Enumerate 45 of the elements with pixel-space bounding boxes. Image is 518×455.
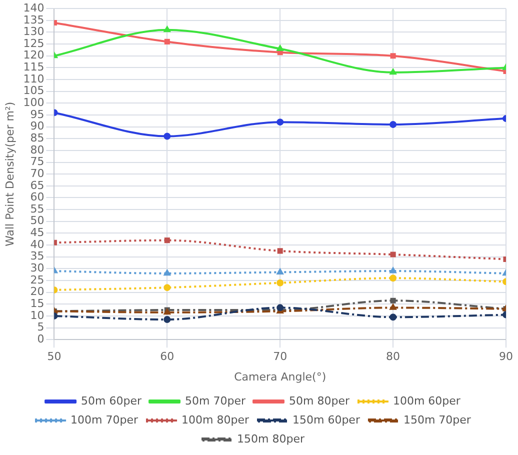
y-tick-label: 10 xyxy=(30,308,44,322)
x-tick-label: 50 xyxy=(47,350,62,364)
y-tick-label: 15 xyxy=(30,296,44,310)
y-tick-label: 85 xyxy=(30,131,44,144)
y-tick-label: 5 xyxy=(37,320,44,334)
legend-label: 100m 80per xyxy=(182,413,250,426)
y-tick-label: 55 xyxy=(30,202,44,216)
y-tick-label: 80 xyxy=(30,143,44,156)
y-tick-label: 105 xyxy=(23,84,44,98)
legend-label: 50m 60per xyxy=(81,394,142,408)
y-tick-label: 95 xyxy=(30,108,44,121)
y-tick-label: 0 xyxy=(37,332,44,346)
y-tick-label: 115 xyxy=(23,60,44,74)
y-tick-label: 120 xyxy=(23,48,44,62)
y-tick-label: 65 xyxy=(30,178,44,192)
legend-label: 100m 70per xyxy=(70,413,138,426)
legend-label: 100m 60per xyxy=(392,394,461,408)
y-tick-label: 60 xyxy=(30,190,44,204)
legend-label: 150m 60per xyxy=(292,413,360,426)
y-tick-label: 70 xyxy=(30,166,44,180)
legend-label: 150m 70per xyxy=(403,413,472,426)
y-tick-label: 50 xyxy=(30,214,44,228)
legend-label: 150m 80per xyxy=(237,432,305,446)
legend-label: 50m 70per xyxy=(185,394,246,408)
y-tick-label: 35 xyxy=(30,250,44,263)
y-tick-label: 125 xyxy=(23,36,44,50)
y-tick-label: 40 xyxy=(30,238,44,251)
x-tick-label: 90 xyxy=(499,350,513,364)
x-tick-label: 80 xyxy=(386,350,400,364)
x-tick-label: 60 xyxy=(160,350,174,364)
y-tick-label: 75 xyxy=(30,155,44,168)
y-tick-label: 135 xyxy=(23,13,44,26)
x-tick-label: 70 xyxy=(273,350,288,364)
y-tick-label: 25 xyxy=(30,273,44,286)
legend-label: 50m 80per xyxy=(289,394,350,408)
y-axis-title: Wall Point Density(per m²) xyxy=(3,102,16,246)
y-tick-label: 110 xyxy=(23,72,44,86)
y-tick-label: 100 xyxy=(23,96,44,110)
x-axis-title: Camera Angle(°) xyxy=(234,370,326,384)
y-tick-label: 90 xyxy=(30,120,44,133)
y-tick-label: 30 xyxy=(30,262,44,275)
y-tick-label: 20 xyxy=(30,285,44,298)
y-tick-label: 130 xyxy=(23,25,44,38)
y-tick-label: 140 xyxy=(23,1,44,14)
y-tick-label: 45 xyxy=(30,226,44,240)
